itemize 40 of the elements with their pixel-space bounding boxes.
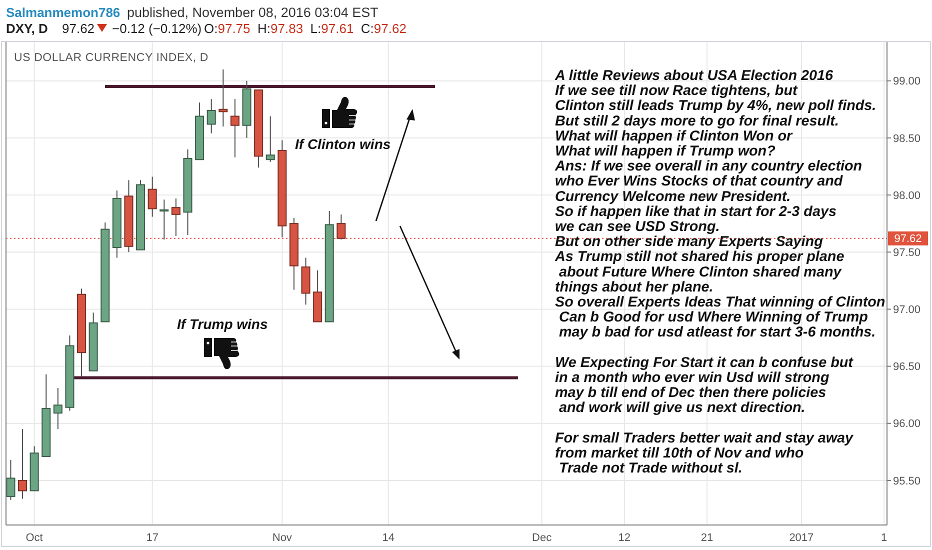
x-tick-label: 1 bbox=[880, 532, 888, 544]
y-tick-label: 96.00 bbox=[893, 418, 921, 430]
candlestick bbox=[266, 116, 275, 162]
y-tick-label: 97.50 bbox=[893, 246, 921, 259]
x-tick-label: 2017 bbox=[789, 532, 814, 544]
y-tick-label: 99.00 bbox=[893, 76, 921, 88]
text: A little Reviews about USA Election 2016 If we see till now Race tightens, but Clinton still leads Trump by 4%, new poll finds. But still 2 days more to go for final result. What will happen if Clinton Won or What will happen if Trump won? Ans: If we see overall in any country election who Ever Wins Stocks of that country and Currency Welcome new President. So if happen like that in start for 2-3 days we can see USD Strong. But on other side many Experts Saying As Trump still not shared his proper plane about Future Where Clinton shared many things about her plane. So overall Experts Ideas That winning of Clinton Can b Good for usd Where Winning of Trump may b bad for usd atleast for start 3-6 months. bbox=[555, 68, 886, 341]
x-tick-label: 17 bbox=[146, 532, 158, 544]
y-tick-label: 95.50 bbox=[893, 475, 921, 488]
text: 97.62 bbox=[62, 21, 95, 36]
text: O:97.75 H:97.83 L:97.61 C:97.62 bbox=[204, 21, 406, 36]
candlestick bbox=[148, 176, 157, 218]
candlestick bbox=[6, 459, 16, 500]
x-tick-label: 12 bbox=[618, 532, 631, 544]
candlestick bbox=[230, 98, 240, 158]
y-tick-label: 97.00 bbox=[893, 304, 921, 316]
x-tick-label: 21 bbox=[700, 532, 714, 544]
y-tick-label: 98.50 bbox=[893, 132, 921, 145]
annotation: If Trump wins bbox=[177, 316, 268, 332]
text: −0.12 (−0.12%) bbox=[112, 21, 202, 36]
text: DXY, D bbox=[6, 21, 48, 36]
text: US DOLLAR CURRENCY INDEX, D bbox=[14, 52, 208, 64]
candlestick bbox=[171, 198, 180, 237]
annotation: We Expecting For Start it can b confuse but in a month who ever win Usd will strong may b till end of Dec then there policies and work will give us next direction. bbox=[555, 354, 854, 416]
x-tick-label: 14 bbox=[382, 532, 394, 544]
candlestick bbox=[18, 428, 28, 500]
text: Salmanmemon786 bbox=[6, 5, 120, 20]
candlestick bbox=[53, 387, 62, 430]
y-tick-label: 96.50 bbox=[893, 361, 921, 374]
candlestick bbox=[206, 98, 216, 134]
candlestick bbox=[218, 68, 228, 127]
annotation: For small Traders better wait and stay away from market till 10th of Nov and who Trade not Trade without sl. bbox=[555, 430, 854, 477]
text: published, November 08, 2016 03:04 EST bbox=[127, 5, 378, 20]
x-tick-label: Oct bbox=[26, 532, 43, 544]
y-tick-label: 98.00 bbox=[893, 190, 921, 202]
x-tick-label: Nov bbox=[272, 532, 292, 544]
ref-line-label: 97.62 bbox=[894, 233, 922, 246]
candlestick bbox=[160, 199, 169, 240]
annotation: If Clinton wins bbox=[295, 136, 391, 152]
x-tick-label: Dec bbox=[532, 532, 552, 544]
